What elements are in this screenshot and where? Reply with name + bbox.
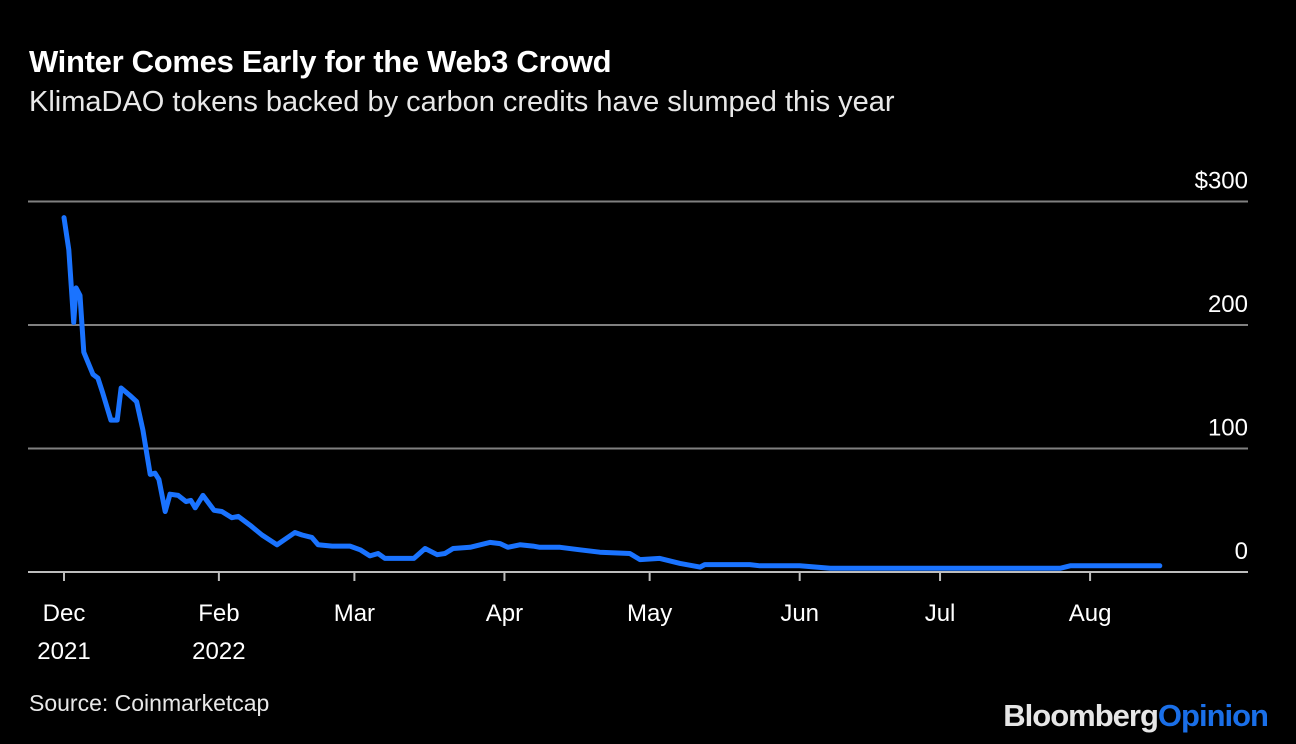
- x-tick-label: Aug: [1069, 600, 1112, 627]
- chart-subtitle: KlimaDAO tokens backed by carbon credits…: [29, 86, 895, 118]
- chart-title: Winter Comes Early for the Web3 Crowd: [29, 44, 612, 79]
- y-tick-label: 0: [1235, 538, 1248, 565]
- bloomberg-opinion-logo: BloombergOpinion: [1003, 698, 1269, 734]
- logo-opinion: Opinion: [1157, 698, 1269, 733]
- logo-bloomberg: Bloomberg: [1003, 698, 1159, 733]
- x-tick-label: Apr: [486, 600, 523, 627]
- x-tick-label: Mar: [334, 600, 375, 627]
- x-tick-label: Dec: [43, 600, 86, 627]
- y-tick-label: 100: [1208, 415, 1248, 442]
- x-tick-label: Jul: [925, 600, 956, 627]
- y-tick-label: 200: [1208, 291, 1248, 318]
- source-note: Source: Coinmarketcap: [29, 690, 270, 716]
- x-tick-year-label: 2022: [192, 638, 245, 665]
- x-tick-label: Feb: [198, 600, 239, 627]
- price-line: [61, 215, 1163, 571]
- x-tick-year-label: 2021: [37, 638, 90, 665]
- x-tick-label: May: [627, 600, 672, 627]
- y-tick-label: $300: [1195, 168, 1248, 195]
- x-tick-label: Jun: [780, 600, 819, 627]
